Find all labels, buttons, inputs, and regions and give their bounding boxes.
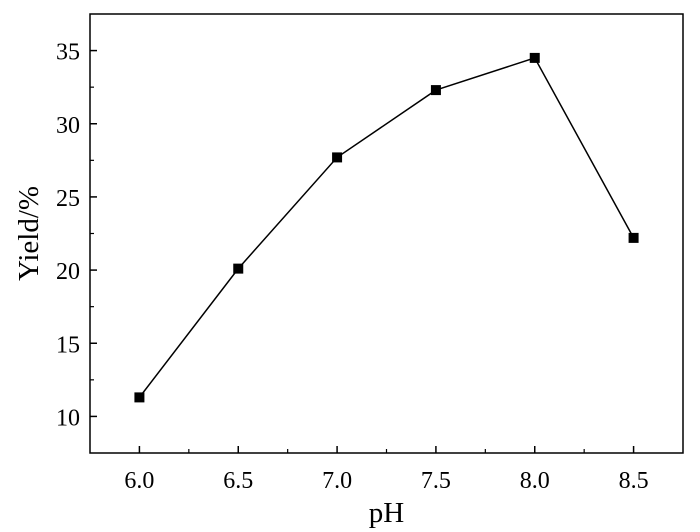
- y-tick-label: 15: [56, 332, 80, 358]
- x-tick-label: 7.5: [421, 468, 451, 494]
- data-point-marker: [430, 85, 441, 96]
- axis-ticks: 6.0 6.5 7.0 7.5 8.0 8.5 10 15 20 25 30 35: [56, 40, 649, 494]
- y-tick-label: 25: [56, 186, 80, 212]
- y-tick-label: 10: [56, 405, 80, 431]
- x-tick-label: 7.0: [322, 468, 352, 494]
- y-tick-label: 35: [56, 40, 80, 66]
- data-point-marker: [233, 263, 244, 274]
- data-point-marker: [529, 52, 540, 63]
- data-point-marker: [134, 392, 145, 403]
- series-line: [138, 56, 635, 398]
- x-tick-label: 6.5: [223, 468, 253, 494]
- x-tick-label: 6.0: [124, 468, 154, 494]
- data-point-marker: [332, 152, 343, 163]
- series: [134, 52, 639, 403]
- y-tick-label: 30: [56, 113, 80, 139]
- plot-frame: [89, 13, 684, 454]
- x-tick-label: 8.5: [619, 468, 649, 494]
- plot-area-border: [89, 13, 684, 454]
- y-axis-title: Yield/%: [13, 186, 45, 281]
- y-tick-label: 20: [56, 259, 80, 285]
- data-point-marker: [628, 232, 639, 243]
- x-tick-label: 8.0: [520, 468, 550, 494]
- x-axis-title: pH: [369, 497, 405, 529]
